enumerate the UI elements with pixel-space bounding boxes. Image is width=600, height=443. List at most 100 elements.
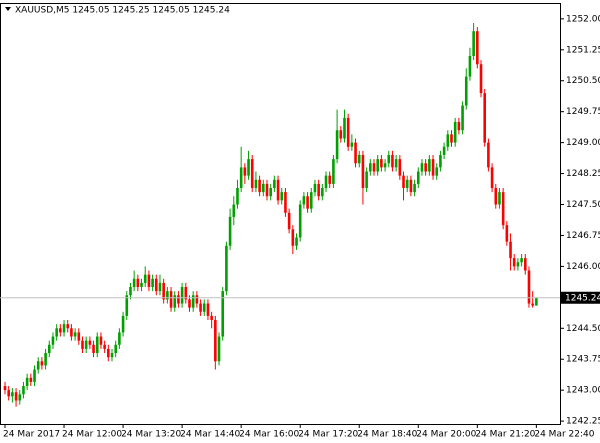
candle-body [254, 179, 258, 189]
candle-body [29, 377, 33, 382]
candle-body [84, 340, 88, 349]
candle-body [236, 188, 239, 205]
candle-body [332, 159, 335, 184]
candle-body [44, 353, 47, 366]
candle-body [7, 390, 10, 397]
candle-body [457, 121, 461, 131]
candle-body [114, 344, 117, 354]
candle-body [376, 159, 379, 172]
candle-body [202, 303, 206, 312]
candle-body [357, 155, 361, 164]
candle-body [239, 167, 243, 189]
candle-body [468, 55, 472, 77]
candle-body [66, 324, 70, 329]
candle-body [442, 146, 446, 156]
candle-body [247, 159, 250, 176]
candle-body [217, 336, 221, 362]
candle-body [479, 64, 483, 94]
candle-body [59, 328, 62, 333]
candle-body [431, 159, 435, 176]
candle-body [424, 163, 427, 172]
candle-body [188, 299, 191, 308]
candle-body [487, 142, 490, 168]
plot-frame [0, 3, 561, 425]
chart-title: XAUUSD,M5 1245.05 1245.25 1245.05 1245.2… [15, 6, 230, 16]
candle-body [269, 188, 272, 197]
candle-body [33, 369, 36, 382]
candle-body [195, 295, 199, 304]
candle-body [232, 204, 236, 217]
y-tick-label: 1250.50 [566, 76, 600, 86]
candle-body [361, 155, 365, 189]
candle-body [206, 303, 210, 316]
candle-body [169, 291, 173, 308]
candle-body [81, 340, 84, 349]
candle-body [416, 171, 420, 184]
candle-body [103, 344, 106, 349]
y-tick-label: 1251.25 [566, 45, 600, 55]
candle-body [77, 332, 81, 341]
candle-body [262, 183, 265, 193]
candle-body [501, 192, 505, 226]
candle-body [317, 183, 320, 197]
candle-body [354, 142, 357, 164]
candle-body [129, 287, 132, 296]
x-tick-label: 24 Mar 14:40 [180, 430, 240, 440]
candle-body [476, 31, 479, 65]
candle-body [36, 361, 40, 370]
candle-body [365, 171, 368, 189]
candle-body [509, 241, 512, 259]
x-tick-label: 24 Mar 20:00 [416, 430, 476, 440]
candle-body [107, 348, 110, 358]
y-tick-label: 1247.50 [566, 200, 600, 210]
candle-body [531, 303, 534, 306]
candle-body [295, 237, 298, 246]
candle-body [40, 361, 44, 366]
x-tick-label: 24 Mar 21:20 [475, 430, 535, 440]
candle-body [132, 278, 136, 288]
candle-body [324, 175, 328, 189]
candle-body [398, 159, 402, 176]
candle-body [3, 386, 7, 391]
candle-body [92, 344, 95, 354]
candle-body [221, 291, 225, 337]
candle-body [413, 183, 416, 193]
candle-body [88, 340, 92, 345]
candle-body [11, 392, 14, 397]
candle-body [369, 163, 372, 172]
last-price-label: 1245.24 [565, 293, 600, 303]
candle-body [387, 155, 391, 164]
candle-body [343, 117, 346, 139]
candle-body [494, 188, 498, 205]
candle-body [520, 258, 523, 263]
candle-body [199, 303, 202, 312]
candle-body [306, 196, 309, 209]
x-tick-label: 24 Mar 12:00 [62, 430, 122, 440]
candle-body [298, 204, 302, 238]
candle-body [184, 287, 188, 300]
candle-body [121, 315, 125, 333]
x-tick-label: 24 Mar 13:20 [121, 430, 181, 440]
candle-body [62, 324, 66, 333]
collapse-icon[interactable] [5, 7, 11, 11]
candle-body [435, 167, 439, 176]
candle-body [18, 394, 22, 401]
candle-body [173, 295, 177, 308]
candle-body [450, 134, 453, 143]
candle-body [143, 274, 147, 283]
candle-body [505, 225, 509, 242]
candle-body [73, 332, 77, 337]
candle-body [383, 163, 387, 168]
candle-body [490, 167, 494, 189]
candle-body [284, 192, 287, 213]
candle-body [372, 163, 376, 172]
candle-body [166, 291, 169, 300]
candle-body [339, 130, 343, 139]
candle-body [483, 93, 486, 143]
candle-body [420, 163, 424, 172]
candle-body [214, 320, 217, 362]
y-tick-label: 1252.00 [566, 14, 600, 24]
candle-body [335, 130, 339, 160]
y-tick-label: 1248.25 [566, 169, 600, 179]
